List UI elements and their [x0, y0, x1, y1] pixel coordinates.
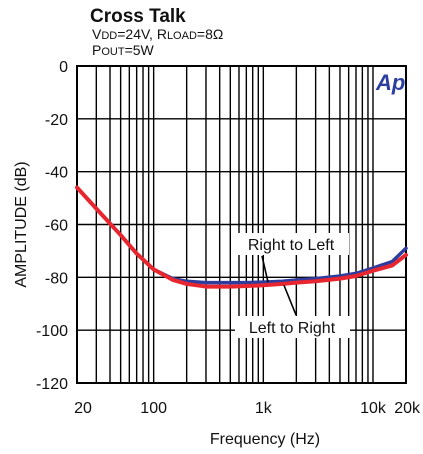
x-tick-label: 100 — [140, 400, 167, 417]
annotation-box — [235, 316, 350, 338]
condition-segment: =5W — [125, 42, 155, 58]
x-tick-label: 1k — [255, 400, 273, 417]
condition-segment: =8Ω — [197, 26, 223, 42]
series-line-left-to-right — [75, 185, 408, 289]
condition-segment: =24V, R — [117, 26, 167, 42]
annotation-box — [233, 233, 349, 255]
ap-logo: Ap — [375, 70, 405, 95]
y-tick-label: -40 — [45, 165, 68, 182]
annotation-left-to-right: Left to Right — [249, 320, 336, 337]
x-axis-label: Frequency (Hz) — [210, 431, 320, 448]
y-axis-label: AMPLITUDE (dB) — [13, 161, 30, 287]
condition-segment: V — [92, 26, 102, 42]
annotations: Right to Left Left to Right — [233, 233, 350, 338]
annotation-right-to-left: Right to Left — [248, 237, 335, 254]
y-tick-label: -100 — [36, 323, 68, 340]
condition-segment: P — [92, 42, 101, 58]
x-tick-label: 20 — [74, 400, 92, 417]
condition-segment: LOAD — [167, 30, 197, 42]
y-tick-label: -120 — [36, 376, 68, 393]
series-lines — [75, 185, 408, 289]
condition-line: POUT=5W — [92, 42, 155, 58]
chart-title: Cross Talk — [90, 6, 186, 27]
plot-frame — [76, 65, 407, 384]
condition-line: VDD=24V, RLOAD=8Ω — [92, 26, 223, 42]
y-tick-label: 0 — [59, 59, 68, 76]
y-tick-label: -20 — [45, 112, 68, 129]
condition-segment: DD — [101, 30, 117, 42]
tick-labels: 20 100 1k 10k 20k 0 -20 -40 -60 -80 -100 -120 — [36, 59, 421, 417]
annotation-leader — [283, 284, 297, 316]
condition-segment: OUT — [101, 46, 125, 58]
x-tick-label: 20k — [394, 400, 421, 417]
annotation-leader — [261, 255, 269, 283]
y-tick-label: -60 — [45, 218, 68, 235]
x-tick-label: 10k — [360, 400, 387, 417]
grid-lines — [77, 66, 406, 383]
y-tick-label: -80 — [45, 270, 68, 287]
